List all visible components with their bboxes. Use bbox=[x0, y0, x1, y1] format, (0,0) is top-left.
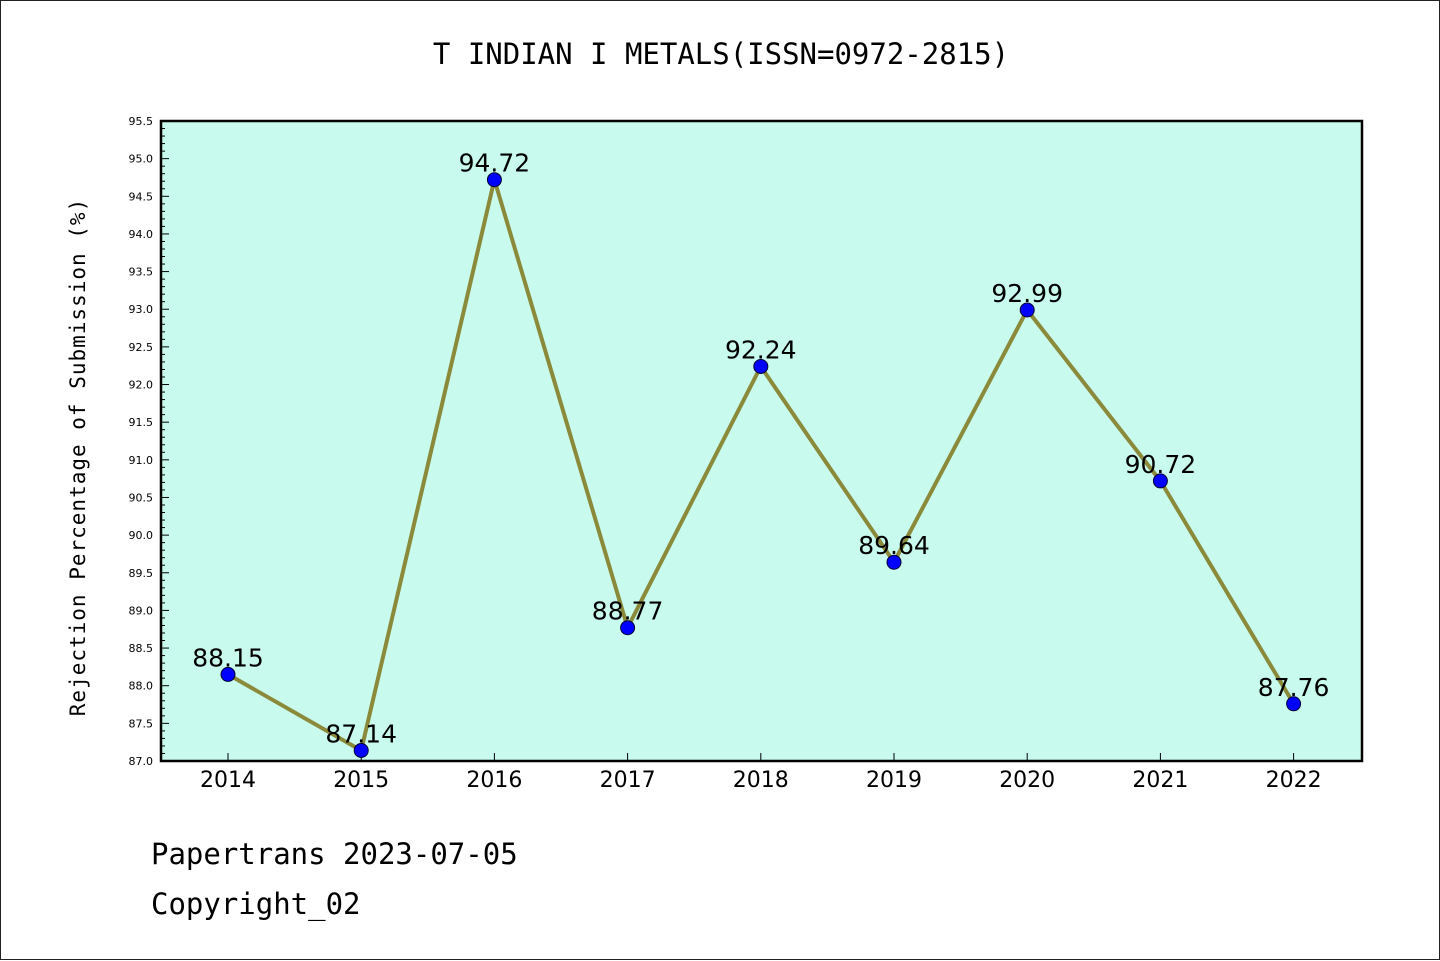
y-tick-label: 93.5 bbox=[129, 266, 154, 279]
x-tick-label: 2020 bbox=[999, 768, 1055, 793]
x-tick-label: 2021 bbox=[1132, 768, 1188, 793]
data-label: 88.77 bbox=[592, 597, 664, 626]
x-tick-label: 2022 bbox=[1266, 768, 1322, 793]
y-tick-label: 87.5 bbox=[129, 717, 154, 730]
data-point bbox=[753, 358, 769, 374]
data-point bbox=[486, 172, 502, 188]
data-label: 88.15 bbox=[192, 643, 264, 672]
x-tick-label: 2015 bbox=[333, 768, 389, 793]
footer-copyright: Copyright_02 bbox=[151, 887, 361, 921]
data-point bbox=[886, 554, 902, 570]
y-tick-label: 94.0 bbox=[129, 228, 154, 241]
y-tick-label: 89.0 bbox=[129, 604, 154, 617]
x-tick-label: 2018 bbox=[733, 768, 789, 793]
plot-border bbox=[159, 119, 1364, 763]
y-tick-label: 91.5 bbox=[129, 416, 154, 429]
y-tick-label: 90.5 bbox=[129, 491, 154, 504]
x-tick-label: 2017 bbox=[600, 768, 656, 793]
y-tick-label: 88.5 bbox=[129, 642, 154, 655]
data-label: 92.24 bbox=[725, 335, 797, 364]
y-tick-label: 90.0 bbox=[129, 529, 154, 542]
y-tick-label: 88.0 bbox=[129, 680, 154, 693]
data-label: 94.72 bbox=[459, 149, 531, 178]
y-tick-label: 95.0 bbox=[129, 153, 154, 166]
data-point bbox=[1019, 302, 1035, 318]
y-tick-label: 92.0 bbox=[129, 379, 154, 392]
data-label: 87.76 bbox=[1258, 673, 1330, 702]
x-tick-label: 2014 bbox=[200, 768, 256, 793]
data-label: 87.14 bbox=[325, 719, 397, 748]
data-point bbox=[353, 742, 369, 758]
plot-area bbox=[161, 121, 1362, 761]
y-tick-label: 92.5 bbox=[129, 341, 154, 354]
y-tick-label: 87.0 bbox=[129, 755, 154, 768]
data-label: 90.72 bbox=[1125, 450, 1197, 479]
chart-title: T INDIAN I METALS(ISSN=0972-2815) bbox=[432, 37, 1010, 71]
y-tick-label: 94.5 bbox=[129, 190, 154, 203]
y-tick-label: 91.0 bbox=[129, 454, 154, 467]
data-point bbox=[1152, 473, 1168, 489]
y-tick-label: 93.0 bbox=[129, 303, 154, 316]
data-point bbox=[220, 666, 236, 682]
x-tick-label: 2016 bbox=[466, 768, 522, 793]
footer-date: Papertrans 2023-07-05 bbox=[151, 837, 518, 871]
data-point bbox=[620, 620, 636, 636]
data-label: 92.99 bbox=[991, 279, 1063, 308]
y-tick-label: 95.5 bbox=[129, 115, 154, 128]
x-tick-label: 2019 bbox=[866, 768, 922, 793]
y-tick-label: 89.5 bbox=[129, 567, 154, 580]
data-point bbox=[1286, 696, 1302, 712]
data-label: 89.64 bbox=[858, 531, 930, 560]
